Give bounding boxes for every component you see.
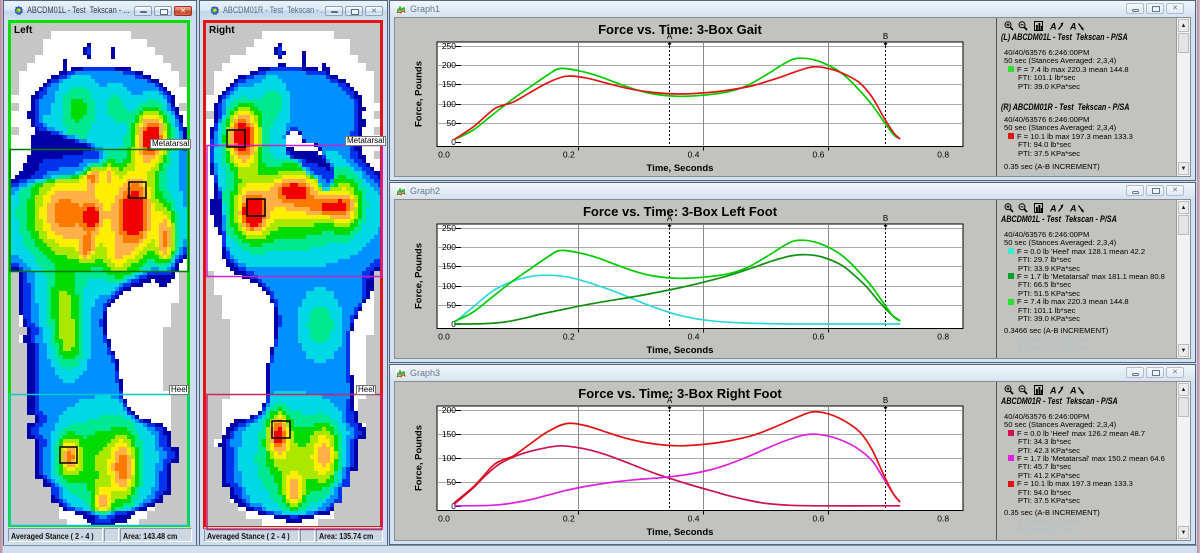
- svg-text:A: A: [1049, 386, 1057, 396]
- svg-text:A: A: [1069, 204, 1077, 214]
- svg-text:A: A: [1069, 386, 1077, 396]
- svg-text:A: A: [1069, 22, 1077, 32]
- svg-text:A: A: [1049, 204, 1057, 214]
- svg-text:A: A: [1049, 22, 1057, 32]
